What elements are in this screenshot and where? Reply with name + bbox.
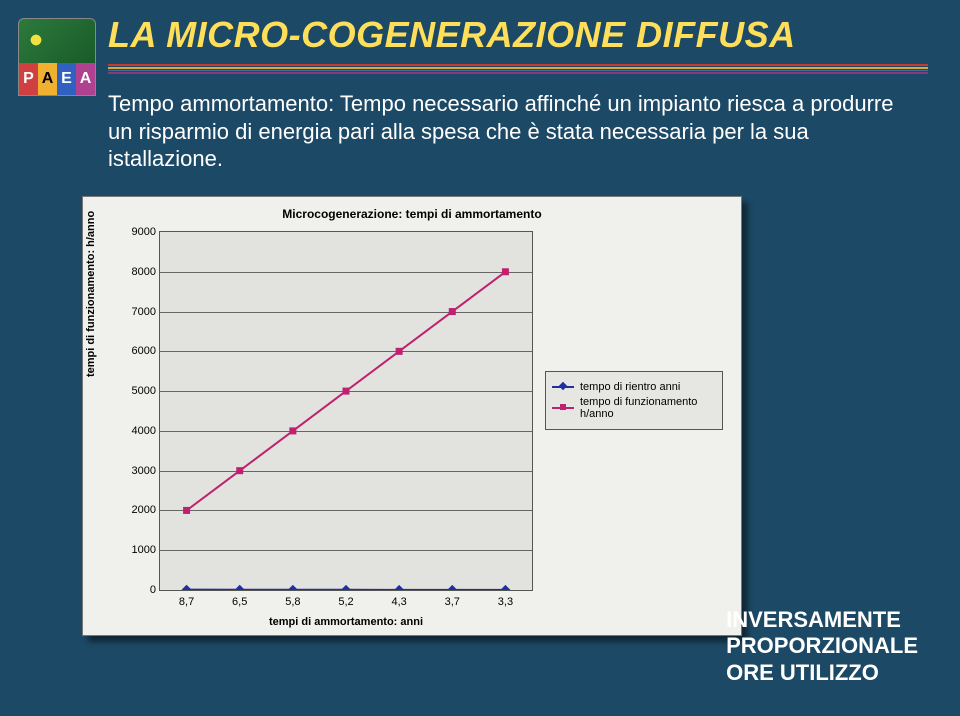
- x-tick-label: 6,5: [232, 596, 247, 608]
- y-tick-label: 2000: [130, 504, 156, 516]
- body-text: Tempo ammortamento: Tempo necessario aff…: [108, 90, 908, 173]
- x-tick-label: 5,2: [338, 596, 353, 608]
- legend-item: tempo di funzionamento h/anno: [552, 396, 716, 420]
- footer-callout: INVERSAMENTE PROPORZIONALE ORE UTILIZZO: [726, 607, 918, 686]
- legend-swatch-blue: [552, 386, 574, 388]
- y-tick-label: 8000: [130, 266, 156, 278]
- y-tick-label: 5000: [130, 385, 156, 397]
- logo-letter: A: [38, 63, 57, 95]
- y-tick-label: 3000: [130, 465, 156, 477]
- logo-letter: E: [57, 63, 76, 95]
- x-tick-label: 4,3: [391, 596, 406, 608]
- logo-badge: P A E A: [18, 18, 96, 96]
- body-lead: Tempo ammortamento:: [108, 91, 334, 116]
- y-tick-label: 7000: [130, 306, 156, 318]
- chart-legend: tempo di rientro anni tempo di funzionam…: [545, 371, 723, 430]
- y-tick-label: 1000: [130, 544, 156, 556]
- legend-item: tempo di rientro anni: [552, 381, 716, 393]
- x-tick-label: 3,3: [498, 596, 513, 608]
- y-tick-label: 4000: [130, 425, 156, 437]
- slide-title: LA MICRO-COGENERAZIONE DIFFUSA: [108, 14, 930, 56]
- legend-label: tempo di rientro anni: [580, 381, 680, 393]
- y-axis-title: tempi di funzionamento: h/anno: [85, 211, 97, 377]
- plot-area: 01000200030004000500060007000800090008,7…: [159, 231, 533, 591]
- y-tick-label: 9000: [130, 226, 156, 238]
- footer-line: ORE UTILIZZO: [726, 660, 918, 686]
- y-tick-label: 6000: [130, 345, 156, 357]
- x-tick-label: 8,7: [179, 596, 194, 608]
- legend-label: tempo di funzionamento h/anno: [580, 396, 716, 420]
- chart-container: Microcogenerazione: tempi di ammortament…: [82, 196, 742, 636]
- logo-letter: A: [76, 63, 95, 95]
- logo-letter: P: [19, 63, 38, 95]
- divider-rules: [108, 64, 928, 74]
- chart-title: Microcogenerazione: tempi di ammortament…: [83, 197, 741, 221]
- x-tick-label: 3,7: [445, 596, 460, 608]
- x-axis-title: tempi di ammortamento: anni: [160, 616, 532, 628]
- legend-swatch-pink: [552, 407, 574, 409]
- footer-line: INVERSAMENTE: [726, 607, 918, 633]
- y-tick-label: 0: [130, 584, 156, 596]
- footer-line: PROPORZIONALE: [726, 633, 918, 659]
- x-tick-label: 5,8: [285, 596, 300, 608]
